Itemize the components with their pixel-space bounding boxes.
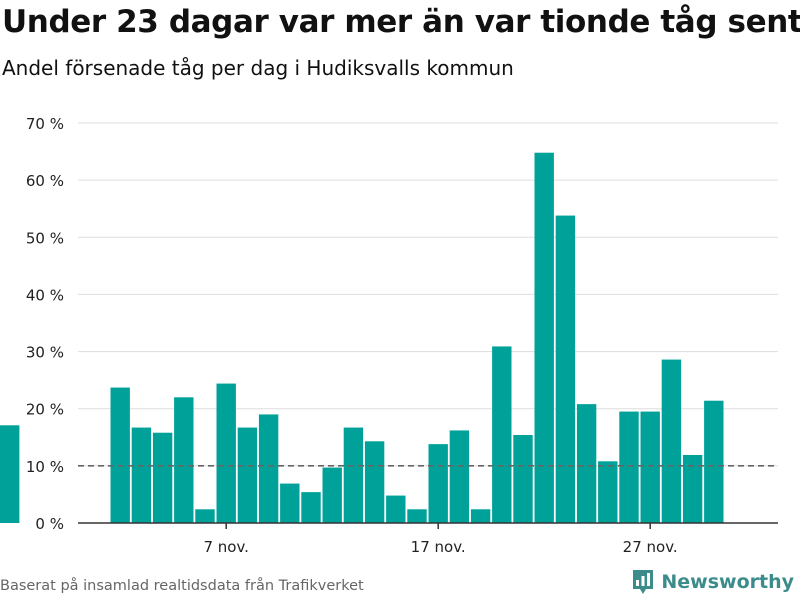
bar <box>661 359 682 523</box>
bar <box>110 387 130 523</box>
source-note: Baserat på insamlad realtidsdata från Tr… <box>0 578 364 594</box>
bar <box>280 483 300 523</box>
bar <box>386 495 406 523</box>
bar <box>470 509 491 523</box>
bar <box>152 432 173 523</box>
bar <box>237 427 258 523</box>
y-tick-label: 10 % <box>26 458 64 476</box>
bar <box>0 425 20 523</box>
bar <box>258 414 279 523</box>
bar <box>534 152 554 523</box>
bar <box>428 444 448 523</box>
bar <box>301 492 321 523</box>
bar <box>174 397 194 523</box>
bar <box>131 427 152 523</box>
x-tick-label: 27 nov. <box>623 538 678 556</box>
chart-title: Under 23 dagar var mer än var tionde tåg… <box>2 4 800 40</box>
bar <box>322 467 342 523</box>
bar <box>704 400 724 523</box>
bar <box>407 509 427 523</box>
y-tick-label: 70 % <box>26 115 64 133</box>
x-tick-label: 7 nov. <box>203 538 248 556</box>
y-tick-label: 40 % <box>26 286 64 304</box>
bar <box>449 430 470 523</box>
chart-subtitle: Andel försenade tåg per dag i Hudiksvall… <box>2 56 514 80</box>
bar <box>513 435 533 523</box>
bar <box>364 441 385 523</box>
bar <box>195 509 215 523</box>
bar <box>682 455 703 523</box>
bar <box>576 404 597 523</box>
x-tick-label: 17 nov. <box>411 538 466 556</box>
brand-name: Newsworthy <box>661 571 794 593</box>
brand-logo[interactable]: Newsworthy <box>631 568 794 596</box>
y-tick-label: 30 % <box>26 344 64 362</box>
bar <box>598 461 618 523</box>
y-tick-label: 0 % <box>35 515 64 533</box>
bar <box>492 346 512 523</box>
y-tick-label: 20 % <box>26 401 64 419</box>
y-tick-label: 60 % <box>26 172 64 190</box>
bar <box>619 411 639 523</box>
bar <box>555 215 576 524</box>
newsworthy-logo-icon <box>633 570 654 594</box>
bar <box>640 411 660 523</box>
y-tick-label: 50 % <box>26 229 64 247</box>
bar <box>343 427 364 523</box>
bar <box>216 383 236 523</box>
